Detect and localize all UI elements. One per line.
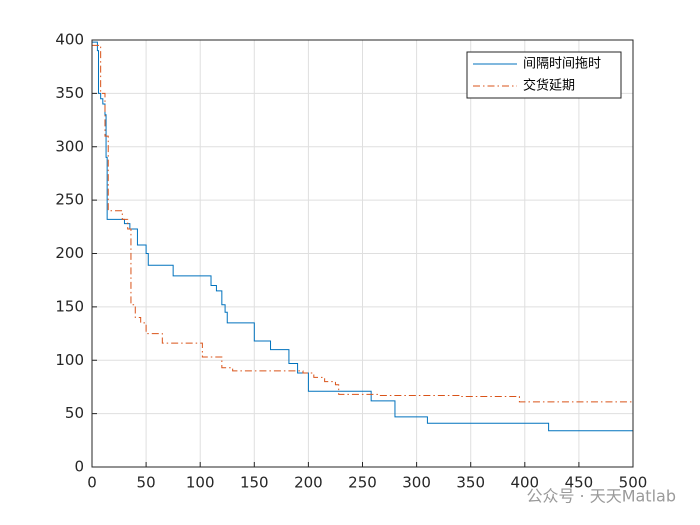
x-tick-label: 300 [402,474,431,492]
x-tick-label: 50 [137,474,156,492]
watermark: 公众号 · 天天Matlab [526,487,676,506]
legend-label: 交货延期 [523,78,575,94]
y-tick-label: 350 [55,84,84,102]
x-tick-label: 350 [456,474,485,492]
x-tick-label: 150 [240,474,269,492]
x-tick-label: 0 [87,474,97,492]
x-tick-label: 400 [510,474,539,492]
y-tick-label: 0 [74,458,84,476]
ticks: 0 50 100 150 200 250 300 350 400 450 500 0 50 100 150 2… [55,31,647,492]
x-tick-label: 250 [348,474,377,492]
y-tick-label: 300 [55,137,84,155]
y-tick-label: 50 [65,404,84,422]
legend-box [466,51,622,99]
y-tick-label: 400 [55,31,84,49]
x-tick-label: 100 [186,474,215,492]
y-tick-label: 250 [55,191,84,209]
y-tick-label: 200 [55,244,84,262]
y-tick-label: 100 [55,351,84,369]
y-tick-label: 150 [55,297,84,315]
legend-label: 间隔时间拖时 [523,57,601,72]
plot [92,41,633,432]
x-tick-label: 450 [565,474,594,492]
x-tick-label: 200 [294,474,323,492]
x-tick-label: 500 [619,474,648,492]
